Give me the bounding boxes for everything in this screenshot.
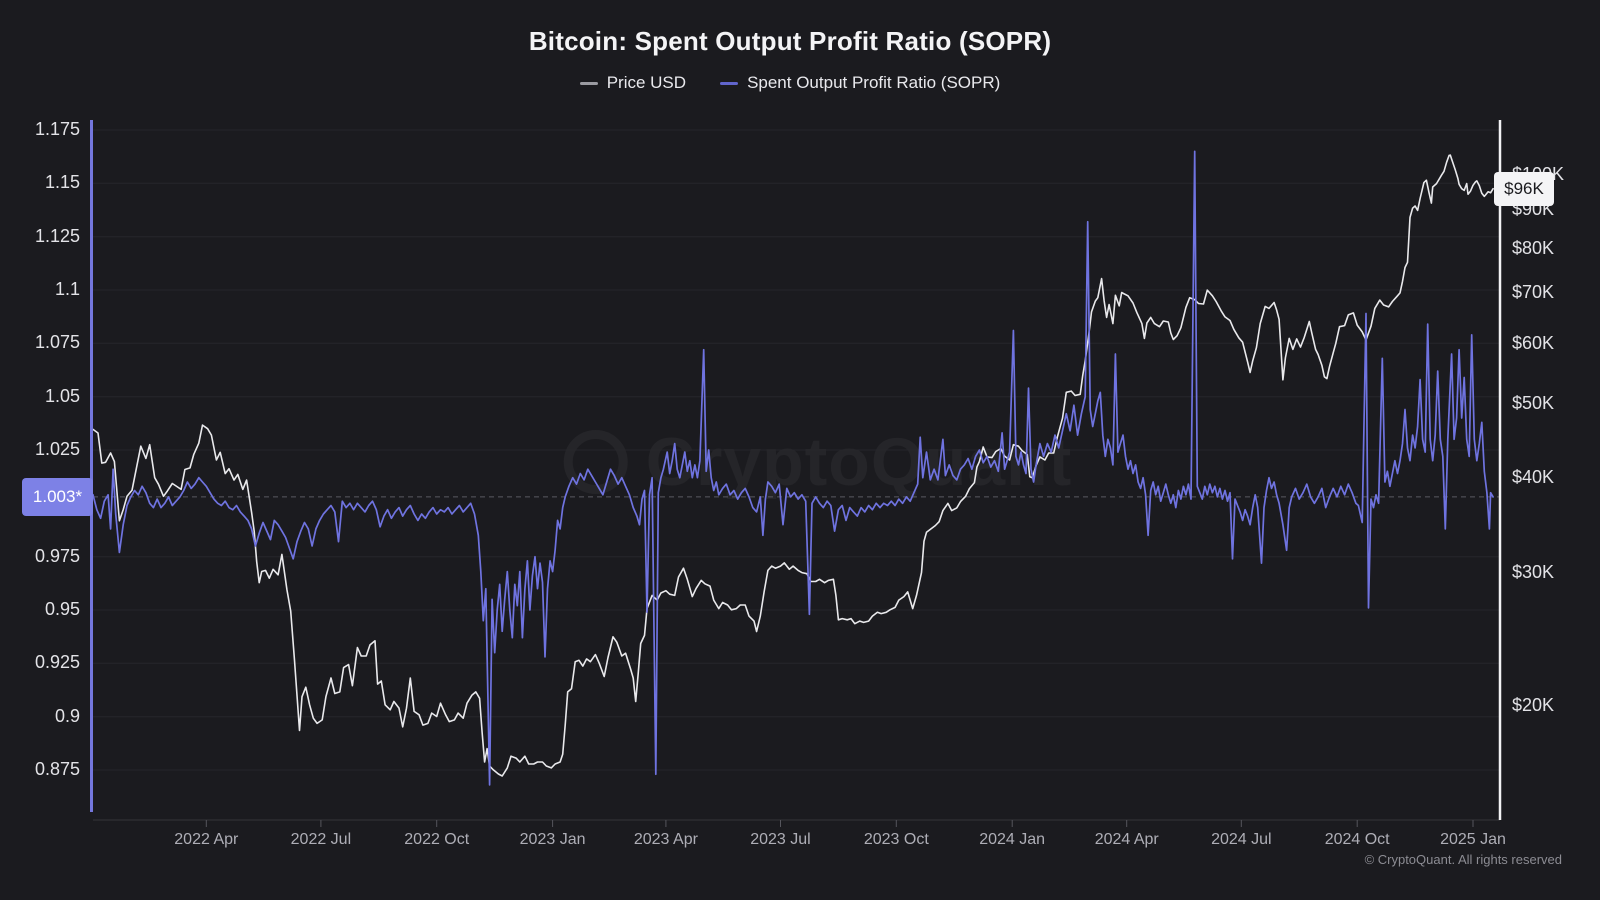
sopr-line — [92, 150, 1494, 786]
chart-header: Bitcoin: Spent Output Profit Ratio (SOPR… — [0, 0, 1580, 93]
price-series-swatch-icon — [579, 81, 598, 85]
sopr-current-value: 1.003* — [32, 486, 83, 506]
price-current-value: $96K — [1504, 178, 1544, 198]
legend-label-price-usd: Price USD — [606, 73, 687, 92]
sopr-series-swatch-icon — [720, 81, 739, 85]
legend: Price USD Spent Output Profit Ratio (SOP… — [0, 73, 1580, 93]
chart-title: Bitcoin: Spent Output Profit Ratio (SOPR… — [528, 26, 1052, 56]
copyright-notice: © CryptoQuant. All rights reserved — [1364, 852, 1562, 867]
legend-item-sopr[interactable]: Spent Output Profit Ratio (SOPR) — [720, 73, 1000, 93]
price-current-value-tag: $96K — [1494, 171, 1554, 206]
legend-item-price-usd[interactable]: Price USD — [579, 73, 687, 93]
legend-label-sopr: Spent Output Profit Ratio (SOPR) — [747, 73, 1001, 92]
sopr-current-value-tag: 1.003* — [22, 477, 93, 516]
price-usd-line — [92, 154, 1494, 777]
